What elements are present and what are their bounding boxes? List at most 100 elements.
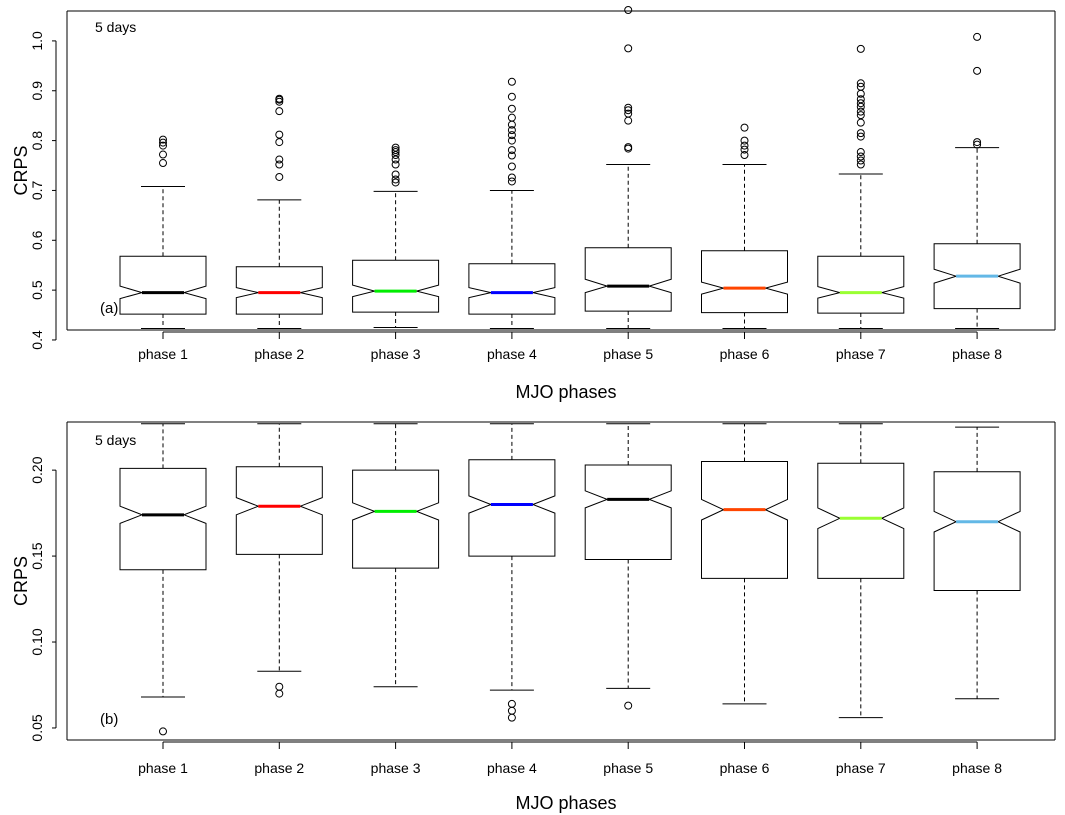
outlier-point — [740, 141, 749, 150]
outlier-point — [275, 689, 284, 698]
x-tick-label: phase 8 — [952, 760, 1002, 776]
outlier-point — [391, 175, 400, 184]
outlier-point — [856, 132, 865, 141]
outlier-point — [740, 145, 749, 154]
outlier-point — [391, 148, 400, 157]
y-tick-label: 0.20 — [29, 456, 45, 483]
notched-box — [468, 263, 556, 315]
outlier-point — [507, 126, 516, 135]
x-tick-label: phase 6 — [720, 346, 770, 362]
x-tick-label: phase 3 — [371, 346, 421, 362]
outlier-point — [391, 160, 400, 169]
y-tick-label: 0.5 — [29, 280, 45, 300]
box-5 — [584, 6, 672, 330]
outlier-point — [856, 152, 865, 161]
y-tick-label: 0.05 — [29, 714, 45, 741]
outlier-point — [507, 162, 516, 171]
outlier-point — [159, 135, 167, 144]
y-tick-label: 0.4 — [29, 330, 45, 350]
notched-box — [468, 459, 556, 557]
outlier-point — [391, 178, 400, 187]
panel-a: 0.4 0.5 0.6 0.7 0.8 0.9 1.0 CRPS phase 1 phase 2 p… — [11, 6, 1056, 402]
outlier-point — [159, 141, 167, 150]
outlier-point — [856, 44, 865, 53]
notched-box — [701, 461, 788, 579]
outlier-point — [507, 92, 516, 101]
box-7 — [817, 44, 905, 330]
outlier-point — [391, 143, 400, 152]
notched-box — [701, 250, 788, 314]
panel-b: 0.05 0.10 0.15 0.20 CRPS phase 1 phase 2 phase … — [11, 421, 1056, 813]
outlier-point — [856, 118, 865, 127]
box-8 — [933, 426, 1021, 700]
outlier-point — [507, 713, 516, 722]
box-3 — [352, 143, 440, 329]
outlier-point — [391, 170, 400, 179]
notched-box — [584, 464, 672, 560]
box-2 — [235, 423, 323, 698]
y-tick-label: 0.7 — [29, 180, 45, 200]
notched-box — [352, 469, 440, 569]
outlier-point — [507, 151, 516, 160]
x-tick-label: phase 3 — [371, 760, 421, 776]
box-2 — [235, 94, 323, 330]
outlier-point — [856, 156, 865, 165]
outlier-point — [275, 97, 284, 106]
outlier-point — [507, 131, 516, 140]
outlier-point — [856, 129, 865, 138]
box-3 — [352, 423, 440, 688]
outlier-point — [856, 95, 865, 104]
panel-label: (b) — [100, 711, 118, 728]
x-tick-label: phase 1 — [138, 760, 188, 776]
x-tick-label: phase 5 — [603, 346, 653, 362]
y-tick-label: 0.6 — [29, 230, 45, 250]
outlier-point — [856, 148, 865, 157]
x-tick-label: phase 5 — [603, 760, 653, 776]
x-tick-label: phase 2 — [254, 760, 304, 776]
outlier-point — [507, 104, 516, 113]
x-axis-title: MJO phases — [515, 793, 616, 813]
box-4 — [468, 423, 556, 722]
outlier-point — [624, 116, 633, 125]
outlier-point — [973, 32, 982, 41]
outlier-point — [159, 138, 167, 147]
outlier-point — [275, 94, 284, 103]
outlier-point — [507, 177, 516, 186]
panel-annotation: 5 days — [95, 432, 136, 448]
outlier-point — [624, 109, 633, 118]
outlier-point — [275, 130, 284, 139]
x-tick-label: phase 4 — [487, 346, 537, 362]
notched-box — [584, 247, 672, 312]
y-axis-title: CRPS — [11, 556, 31, 606]
outlier-point — [507, 706, 516, 715]
outlier-point — [507, 136, 516, 145]
box-6 — [701, 123, 788, 330]
outlier-point — [973, 138, 982, 147]
outlier-point — [856, 99, 865, 108]
outlier-point — [856, 160, 865, 169]
outlier-point — [740, 151, 749, 160]
box-4 — [468, 77, 556, 330]
x-tick-label: phase 4 — [487, 760, 537, 776]
outlier-point — [856, 79, 865, 88]
x-tick-label: phase 7 — [836, 760, 886, 776]
panel-annotation: 5 days — [95, 19, 136, 35]
box-5 — [584, 423, 672, 710]
y-tick-label: 1.0 — [29, 31, 45, 51]
outlier-point — [275, 160, 284, 169]
outlier-point — [391, 146, 400, 155]
y-axis-title: CRPS — [11, 145, 31, 195]
notched-box — [817, 462, 905, 579]
outlier-point — [856, 111, 865, 120]
x-tick-label: phase 1 — [138, 346, 188, 362]
outlier-point — [159, 727, 167, 736]
outlier-point — [856, 107, 865, 116]
x-tick-label: phase 6 — [720, 760, 770, 776]
x-tick-label: phase 8 — [952, 346, 1002, 362]
y-tick-label: 0.9 — [29, 81, 45, 101]
outlier-point — [624, 103, 633, 112]
outlier-point — [856, 82, 865, 91]
outlier-point — [624, 106, 633, 115]
x-tick-label: phase 2 — [254, 346, 304, 362]
